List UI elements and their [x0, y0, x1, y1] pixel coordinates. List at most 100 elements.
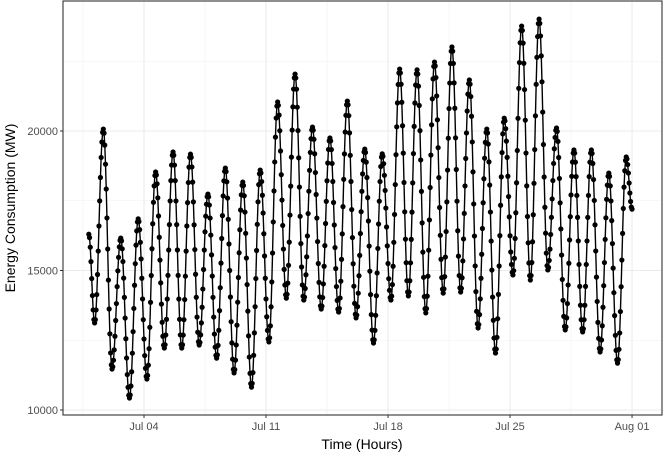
data-point: [416, 102, 422, 109]
data-point: [145, 372, 151, 379]
data-point: [604, 196, 610, 202]
data-point: [617, 308, 624, 315]
data-point: [129, 369, 135, 375]
data-point: [277, 148, 284, 154]
data-point: [522, 117, 528, 123]
data-point: [320, 294, 326, 301]
data-point: [450, 48, 456, 54]
data-point: [581, 317, 587, 323]
data-point: [452, 135, 459, 141]
data-point: [541, 174, 547, 180]
data-point: [319, 303, 325, 309]
data-point: [198, 332, 204, 338]
data-point: [242, 209, 248, 215]
data-point: [287, 212, 293, 218]
data-point: [354, 312, 360, 318]
data-point: [530, 212, 536, 218]
data-point: [382, 187, 388, 194]
data-point: [98, 154, 104, 161]
data-point: [564, 315, 570, 321]
data-point: [279, 197, 285, 203]
data-point: [424, 293, 430, 299]
data-point: [176, 316, 183, 322]
data-point: [226, 241, 232, 247]
data-point: [619, 257, 625, 263]
data-point: [103, 186, 109, 192]
data-point: [386, 287, 393, 293]
data-point: [402, 236, 409, 242]
data-point: [297, 213, 303, 219]
data-point: [269, 279, 275, 285]
data-point: [434, 117, 441, 123]
data-point: [385, 260, 391, 267]
data-point: [503, 138, 509, 144]
data-point: [92, 317, 98, 323]
data-point: [374, 270, 380, 276]
data-point: [359, 188, 365, 194]
data-point: [529, 239, 536, 245]
data-point: [414, 67, 420, 73]
data-point: [229, 340, 235, 346]
data-point: [164, 296, 170, 302]
data-point: [217, 285, 223, 291]
data-point: [487, 209, 494, 215]
data-point: [310, 127, 316, 133]
data-point: [519, 27, 525, 34]
data-point: [459, 275, 465, 281]
data-point: [447, 80, 453, 86]
data-point: [181, 317, 187, 323]
data-point: [106, 306, 112, 312]
data-point: [303, 272, 309, 278]
data-point: [363, 159, 369, 165]
data-point: [179, 342, 186, 348]
data-point: [211, 314, 217, 320]
data-point: [203, 213, 209, 219]
data-point: [341, 176, 347, 182]
data-point: [296, 155, 302, 161]
data-point: [367, 291, 374, 298]
data-point: [450, 60, 456, 67]
data-point: [251, 352, 257, 358]
data-point: [556, 154, 562, 161]
data-point: [431, 59, 438, 65]
data-point: [110, 364, 116, 370]
data-point: [339, 231, 345, 237]
data-point: [235, 274, 242, 281]
data-point: [107, 331, 113, 337]
data-point: [585, 214, 591, 220]
data-point: [557, 200, 563, 206]
data-point: [471, 233, 478, 239]
data-point: [362, 149, 369, 156]
data-point: [201, 247, 207, 253]
data-point: [521, 86, 528, 93]
data-point: [485, 141, 491, 147]
data-point: [237, 227, 243, 233]
data-point: [440, 290, 446, 296]
data-point: [542, 204, 548, 210]
data-point: [320, 281, 326, 287]
data-point: [182, 273, 188, 279]
data-point: [434, 93, 440, 99]
data-point: [412, 100, 418, 106]
data-point: [391, 211, 398, 218]
data-point: [498, 174, 504, 180]
data-point: [269, 250, 276, 256]
data-point: [220, 193, 226, 199]
data-point: [621, 184, 627, 190]
data-point: [551, 146, 557, 152]
data-point: [499, 149, 505, 156]
data-point: [275, 102, 281, 108]
data-point: [492, 350, 499, 356]
data-point: [305, 210, 311, 217]
data-point: [306, 188, 312, 194]
data-point: [615, 357, 621, 363]
data-point: [253, 275, 259, 282]
data-point: [452, 105, 458, 111]
data-point: [402, 209, 408, 215]
data-point: [136, 219, 142, 225]
data-point: [306, 167, 313, 173]
data-point: [433, 74, 439, 81]
data-point: [406, 289, 412, 295]
data-point: [381, 172, 387, 178]
data-point: [384, 243, 390, 249]
